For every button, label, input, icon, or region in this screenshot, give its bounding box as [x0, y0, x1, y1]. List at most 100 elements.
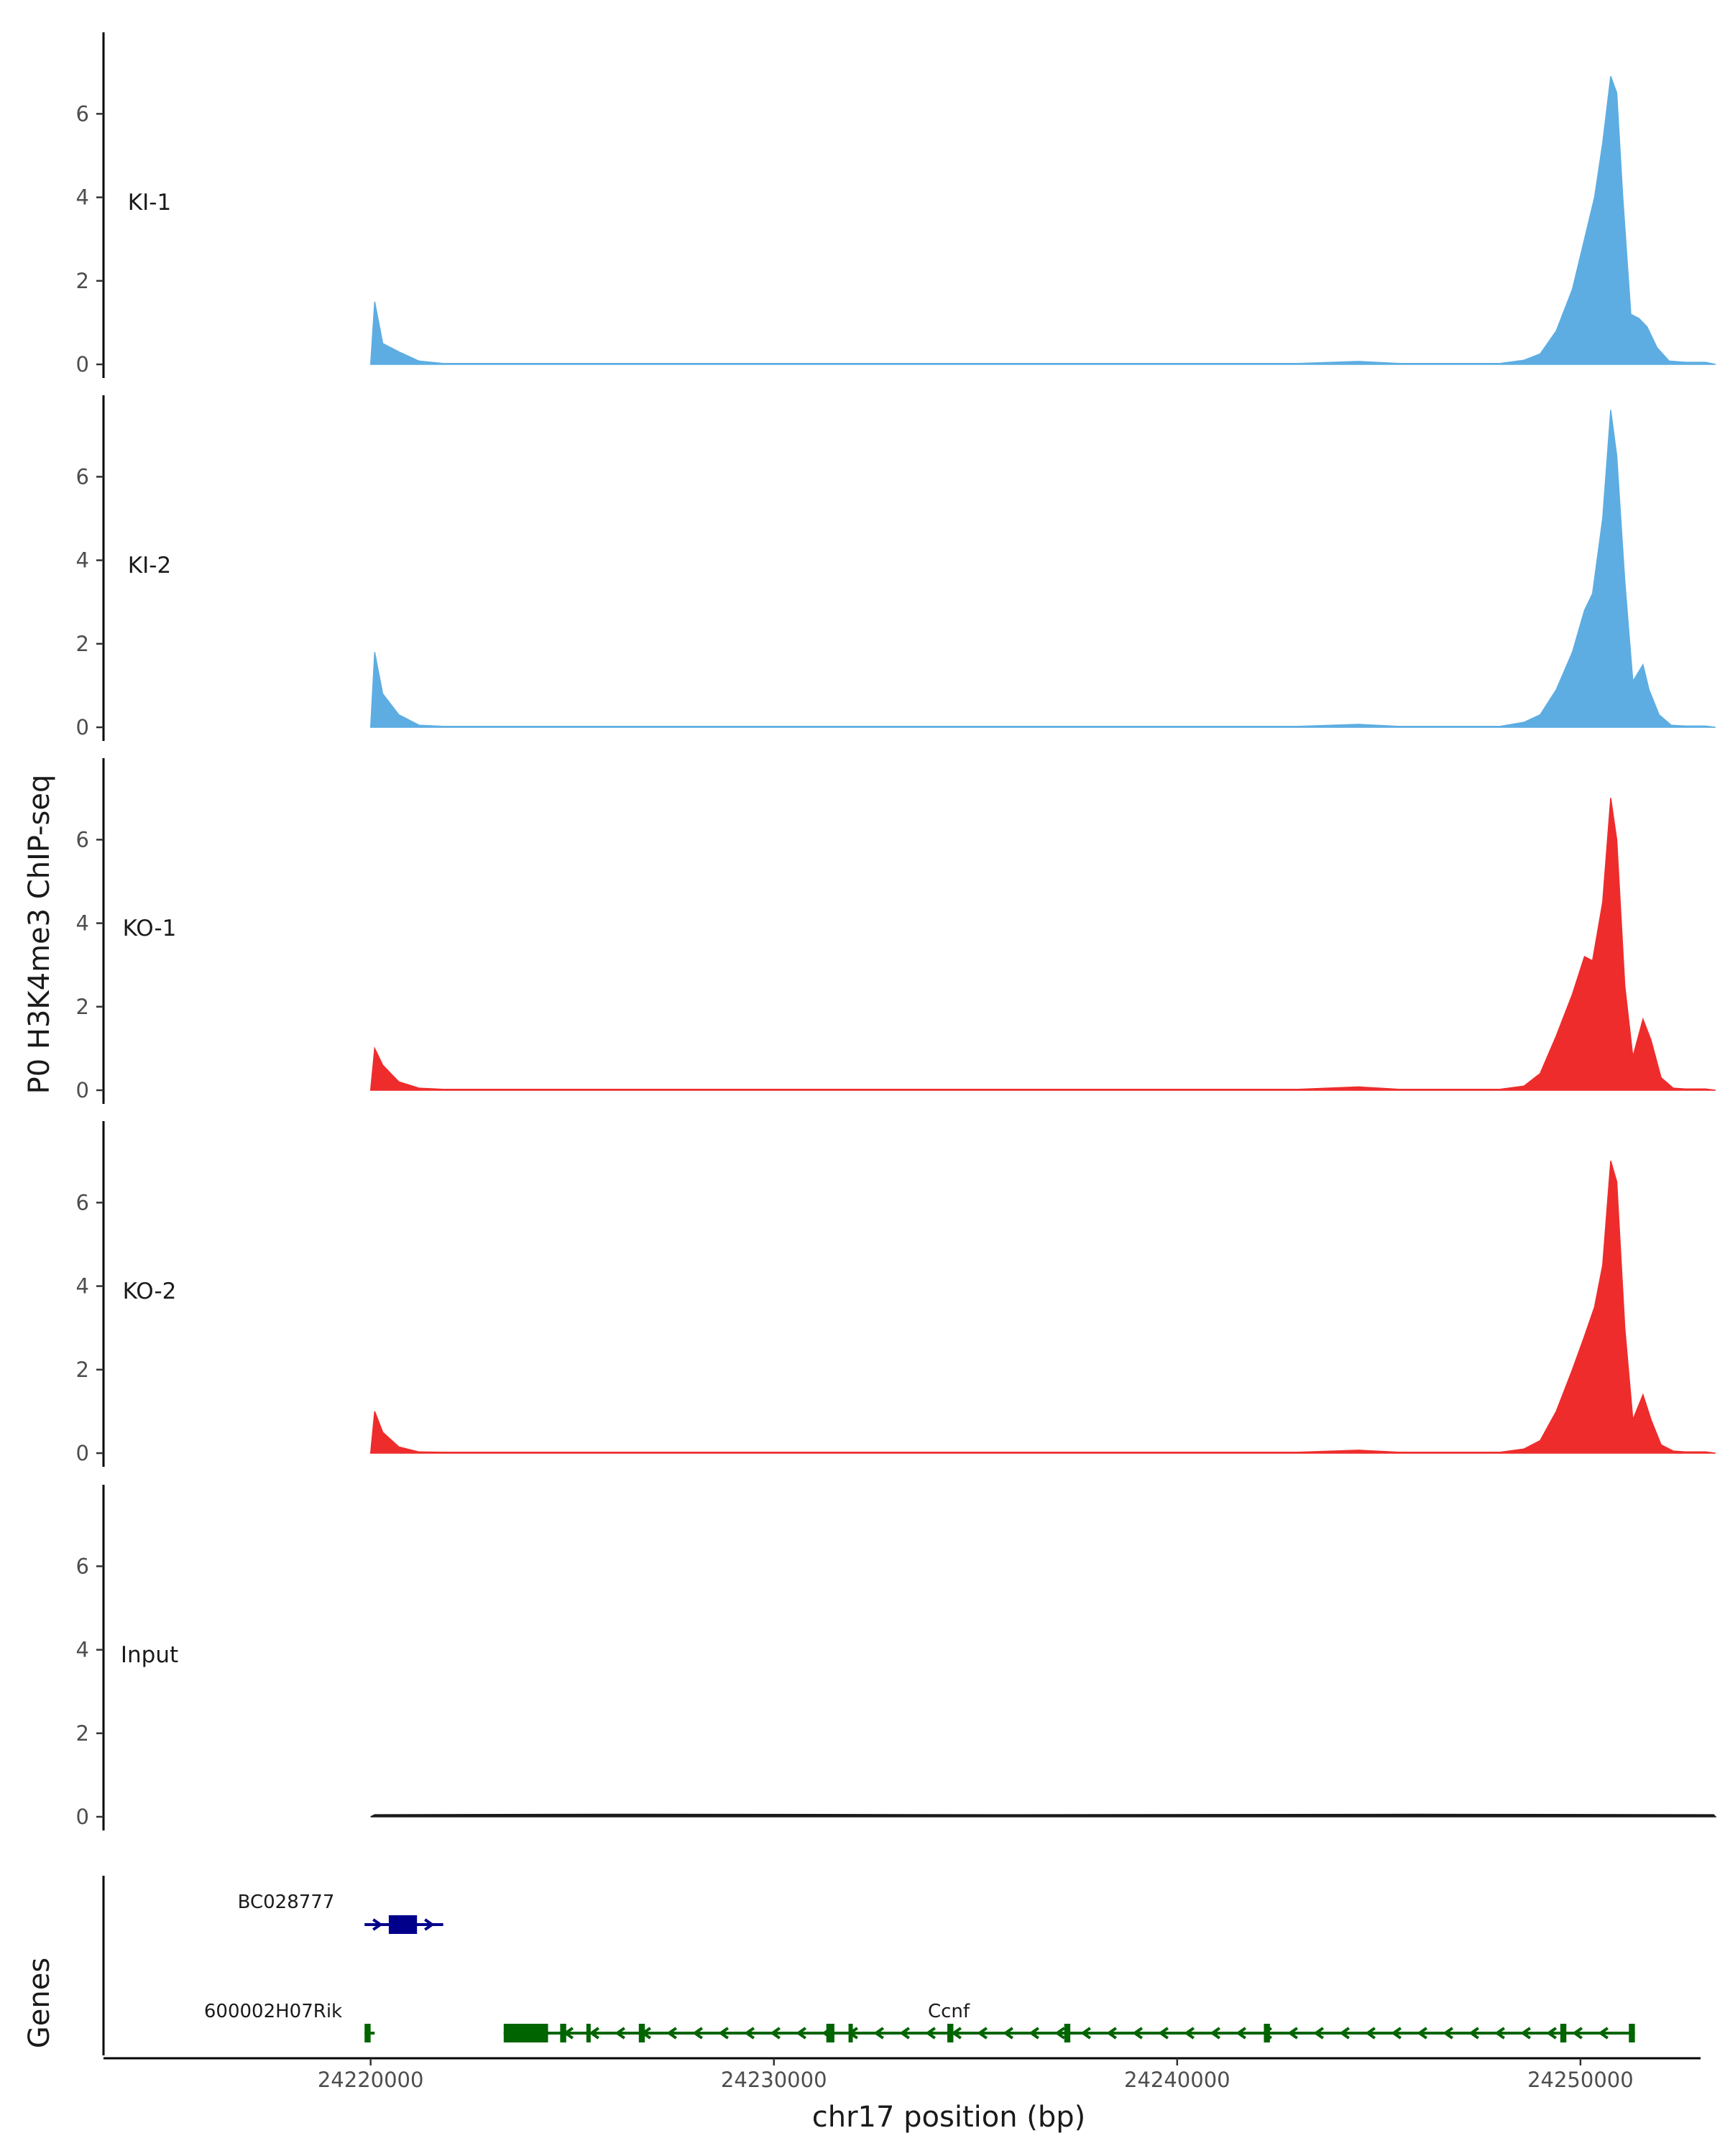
y-tick-label: 4	[76, 911, 89, 936]
y-tick-label: 6	[76, 1554, 89, 1578]
track-label: KO-2	[123, 1279, 177, 1304]
coverage-area-ko-1	[369, 798, 1716, 1091]
strand-chevron	[1598, 2027, 1609, 2040]
strand-chevron	[1468, 2027, 1479, 2040]
y-tick-label: 4	[76, 548, 89, 573]
track-ki-2: 0 2 4 6 KI-2	[76, 395, 1716, 741]
y-tick-label: 0	[76, 1805, 89, 1829]
coverage-area-ki-1	[369, 75, 1716, 365]
gene-label: BC028777	[238, 1892, 335, 1913]
x-axis-title: chr17 position (bp)	[812, 2101, 1086, 2134]
strand-chevron	[1313, 2027, 1324, 2040]
exon	[503, 2024, 548, 2042]
coverage-area-input	[370, 1813, 1717, 1818]
x-tick-label: 24250000	[1527, 2068, 1634, 2092]
exon	[388, 1915, 418, 1934]
track-ko-1: 0 2 4 6 KO-1	[76, 758, 1716, 1104]
exon	[848, 2024, 853, 2042]
gene-label: Ccnf	[928, 2001, 970, 2022]
exon	[1064, 2024, 1071, 2042]
exon	[826, 2024, 834, 2042]
strand-chevron	[1391, 2027, 1402, 2040]
y-tick-label: 0	[76, 715, 89, 740]
strand-chevron	[1339, 2027, 1350, 2040]
strand-chevron	[1365, 2027, 1376, 2040]
strand-chevron	[1287, 2027, 1298, 2040]
strand-chevron	[1184, 2027, 1195, 2040]
strand-chevron	[1520, 2027, 1531, 2040]
y-tick-label: 6	[76, 1190, 89, 1215]
genes-track: BC028777 600002H07Rik Ccnf	[102, 1876, 1635, 2055]
strand-chevron	[666, 2027, 677, 2040]
gene-label: 600002H07Rik	[204, 2001, 342, 2022]
exon	[1560, 2024, 1567, 2042]
exon	[560, 2024, 566, 2042]
y-tick-label: 4	[76, 1638, 89, 1662]
strand-chevron	[770, 2027, 781, 2040]
exon	[638, 2024, 645, 2042]
coverage-area-ko-2	[369, 1161, 1716, 1454]
y-tick-label: 2	[76, 1358, 89, 1382]
exon	[586, 2024, 591, 2042]
strand-chevron	[615, 2027, 625, 2040]
strand-chevron	[977, 2027, 988, 2040]
strand-chevron	[1236, 2027, 1246, 2040]
coverage-area-ki-2	[369, 410, 1716, 728]
gene-ccnf: Ccnf	[503, 2001, 1635, 2042]
strand-chevron	[1158, 2027, 1169, 2040]
y-tick-label: 2	[76, 1721, 89, 1746]
exon	[947, 2024, 954, 2042]
track-label: Input	[121, 1642, 178, 1668]
strand-chevron	[1054, 2027, 1065, 2040]
y-tick-label: 0	[76, 352, 89, 377]
coverage-tracks: 0 2 4 6 KI-1 0 2 4 6 KI-2 0 2 4 6 KO-1 0 2 4 6 KO-2 0 2 4 6 Inpu…	[76, 32, 1717, 1830]
x-tick-label: 24240000	[1124, 2068, 1230, 2092]
strand-chevron	[1546, 2027, 1557, 2040]
y-axis-title: P0 H3K4me3 ChIP-seq	[23, 775, 56, 1095]
track-label: KI-1	[128, 190, 171, 216]
y-tick-label: 4	[76, 1274, 89, 1299]
strand-chevron	[873, 2027, 884, 2040]
y-tick-label: 2	[76, 995, 89, 1019]
strand-chevron	[1106, 2027, 1117, 2040]
y-tick-label: 0	[76, 1078, 89, 1102]
strand-chevron	[899, 2027, 910, 2040]
genes-track-title: Genes	[23, 1958, 56, 2048]
strand-chevron	[1210, 2027, 1220, 2040]
y-tick-label: 2	[76, 269, 89, 293]
track-ko-2: 0 2 4 6 KO-2	[76, 1121, 1716, 1467]
gene-600002h07rik: 600002H07Rik	[204, 2001, 375, 2042]
strand-chevron	[692, 2027, 703, 2040]
strand-chevron	[372, 1918, 383, 1931]
strand-chevron	[796, 2027, 806, 2040]
strand-chevron	[1029, 2027, 1039, 2040]
strand-chevron	[1003, 2027, 1013, 2040]
strand-chevron	[925, 2027, 936, 2040]
strand-chevron	[744, 2027, 755, 2040]
track-input: 0 2 4 6 Input	[76, 1485, 1717, 1830]
track-ki-1: 0 2 4 6 KI-1	[76, 32, 1716, 378]
exon	[1264, 2024, 1270, 2042]
strand-chevron	[1132, 2027, 1143, 2040]
y-tick-label: 4	[76, 185, 89, 210]
y-tick-label: 6	[76, 464, 89, 489]
strand-chevron	[951, 2027, 962, 2040]
y-tick-label: 2	[76, 632, 89, 656]
y-tick-label: 0	[76, 1441, 89, 1465]
x-axis: 24220000 24230000 24240000 24250000	[104, 2057, 1701, 2092]
strand-chevron	[1443, 2027, 1453, 2040]
strand-chevron	[424, 1918, 435, 1931]
track-label: KI-2	[128, 553, 171, 579]
strand-chevron	[718, 2027, 729, 2040]
strand-chevron	[1417, 2027, 1427, 2040]
exon	[364, 2024, 371, 2042]
strand-chevron	[1494, 2027, 1505, 2040]
track-label: KO-1	[123, 916, 177, 941]
strand-chevron	[1572, 2027, 1583, 2040]
strand-chevron	[589, 2027, 599, 2040]
strand-chevron	[1080, 2027, 1091, 2040]
y-tick-label: 6	[76, 101, 89, 126]
x-tick-label: 24230000	[721, 2068, 827, 2092]
x-tick-label: 24220000	[318, 2068, 424, 2092]
